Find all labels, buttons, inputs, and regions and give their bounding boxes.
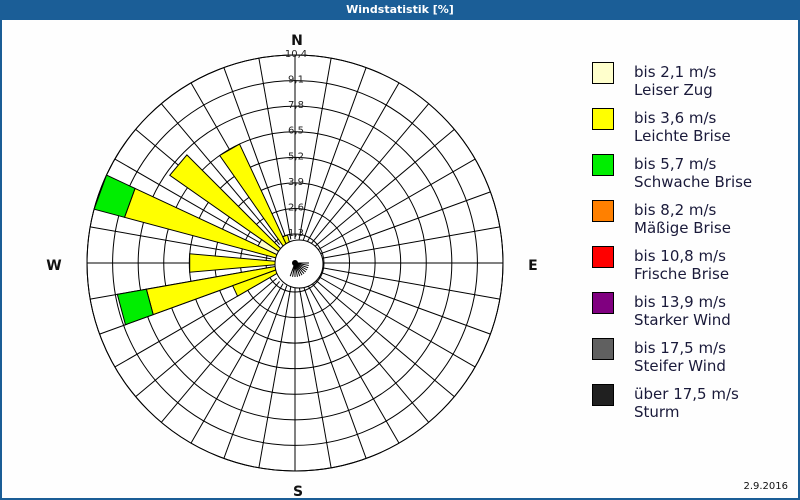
date-label: 2.9.2016 [743,481,788,492]
legend-label: bis 17,5 m/s Steifer Wind [634,339,726,375]
legend-swatch [592,62,614,84]
legend-swatch [592,246,614,268]
ring-label: 7,8 [288,100,304,111]
legend-label: bis 3,6 m/s Leichte Brise [634,109,731,145]
direction-label-s: S [293,484,303,498]
legend-swatch [592,200,614,222]
legend-swatch [592,292,614,314]
chart-panel: 1,3 2,6 3,9 5,2 6,5 7,8 9,1 10,4 N E S W bis 2,1 m/… [2,20,798,498]
legend-swatch [592,108,614,130]
ring-label: 9,1 [288,75,304,86]
ring-label: 6,5 [288,126,304,137]
legend-label: bis 8,2 m/s Mäßige Brise [634,201,731,237]
direction-label-e: E [528,258,538,274]
wind-sector-bar [93,174,136,218]
legend-swatch [592,338,614,360]
wind-rose-chart: 1,3 2,6 3,9 5,2 6,5 7,8 9,1 10,4N E S W [46,33,538,498]
legend-label: bis 13,9 m/s Starker Wind [634,293,731,329]
wind-sector-bar [116,288,154,326]
direction-label-n: N [291,33,303,49]
legend-label: bis 5,7 m/s Schwache Brise [634,155,753,191]
direction-label-w: W [46,258,61,274]
legend-swatch [592,384,614,406]
ring-label: 5,2 [288,151,304,162]
ring-label: 2,6 [288,202,304,213]
legend-swatch [592,154,614,176]
ring-label: 3,9 [288,177,304,188]
ring-label: 1,3 [288,228,304,239]
legend-label: bis 10,8 m/s Frische Brise [634,247,730,283]
window-title: Windstatistik [%] [0,0,800,20]
wind-sectors [93,143,295,326]
legend-label: bis 2,1 m/s Leiser Zug [634,63,717,99]
ring-label: 10,4 [285,49,307,60]
legend-label: über 17,5 m/s Sturm [634,385,739,421]
